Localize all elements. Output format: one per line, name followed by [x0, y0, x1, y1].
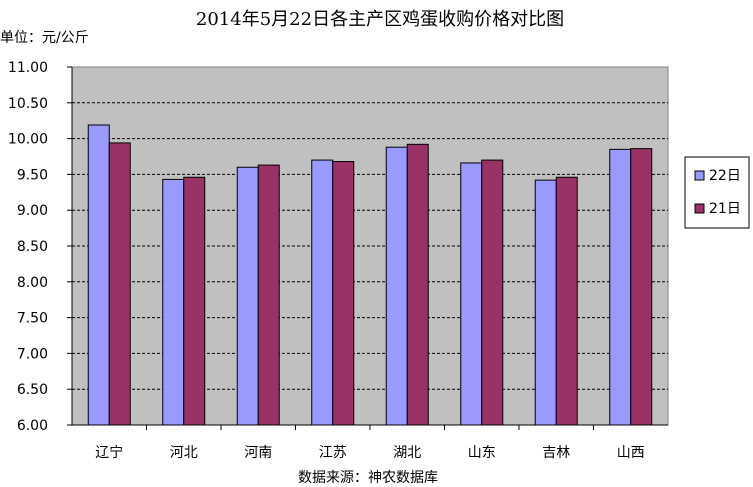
y-tick-label: 7.50 [17, 311, 48, 327]
x-tick-label: 吉林 [542, 445, 570, 461]
y-tick-label: 9.00 [17, 203, 48, 219]
legend-label: 22日 [709, 168, 741, 184]
x-tick-label: 辽宁 [95, 444, 123, 461]
bar-series-1 [534, 179, 557, 426]
bar-series-1 [311, 159, 334, 426]
legend: 22日 21日 [684, 156, 750, 229]
bar-series-2 [406, 143, 429, 426]
legend-box [684, 156, 750, 229]
x-tick-label: 湖北 [393, 445, 421, 461]
x-tick-label: 河北 [170, 445, 198, 461]
y-tick-label: 9.50 [17, 167, 48, 183]
x-tick-label: 江苏 [319, 445, 347, 461]
bar-series-2 [108, 142, 131, 426]
bar-series-1 [162, 178, 185, 426]
bar-series-1 [87, 124, 110, 426]
y-tick-label: 6.50 [17, 382, 48, 398]
bar-series-1 [460, 162, 483, 426]
chart-title: 2014年5月22日各主产区鸡蛋收购价格对比图 [196, 9, 564, 30]
bar-series-2 [183, 176, 206, 426]
bar-series-2 [630, 148, 653, 426]
legend-label: 21日 [709, 201, 741, 217]
y-tick-label: 10.00 [8, 132, 48, 148]
bar-series-1 [609, 148, 632, 426]
y-tick-label: 8.00 [17, 275, 48, 291]
plot-area: 6.00 6.50 7.00 7.50 8.00 8.50 9.00 9.50 10.00 10.… [8, 60, 669, 461]
bar-series-2 [332, 161, 355, 426]
y-tick-label: 7.00 [17, 346, 48, 362]
bar-series-1 [236, 166, 259, 426]
x-tick-label: 山西 [617, 445, 645, 461]
source-label: 数据来源：神农数据库 [298, 470, 438, 486]
y-tick-label: 6.00 [17, 418, 48, 434]
y-tick-label: 8.50 [17, 239, 48, 255]
bar-series-2 [481, 159, 504, 426]
legend-swatch [694, 170, 705, 181]
y-tick-label: 10.50 [8, 96, 48, 112]
bar-series-2 [555, 176, 578, 426]
legend-swatch [694, 203, 705, 214]
x-tick-label: 山东 [468, 445, 496, 461]
x-tick-label: 河南 [244, 445, 272, 461]
unit-label: 单位：元/公斤 [0, 30, 89, 46]
y-tick-label: 11.00 [8, 60, 48, 76]
bar-series-2 [257, 164, 280, 426]
bar-series-1 [385, 146, 408, 426]
